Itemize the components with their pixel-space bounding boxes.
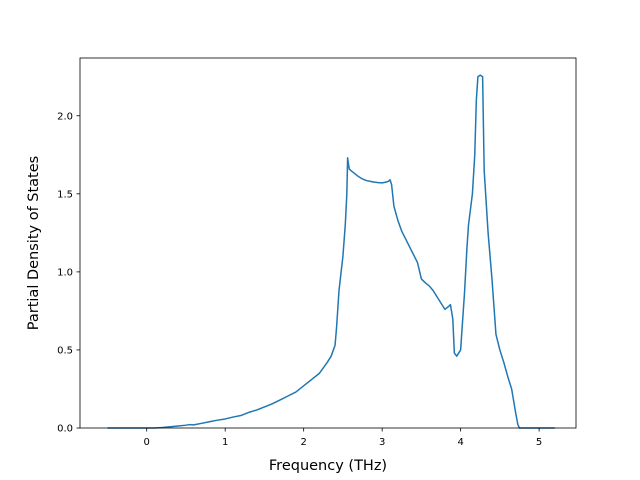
- y-tick-label: 1.5: [57, 189, 73, 200]
- x-tick-label: 4: [457, 437, 463, 448]
- x-tick-label: 2: [300, 437, 306, 448]
- x-axis-ticks: 0 1 2 3 4 5: [144, 428, 542, 448]
- y-tick-label: 2.0: [57, 111, 73, 122]
- y-axis-label: Partial Density of States: [26, 156, 42, 330]
- series-layer: [107, 74, 555, 429]
- x-tick-label: 3: [379, 437, 385, 448]
- plot-area: [80, 58, 576, 428]
- y-tick-label: 1.0: [57, 267, 73, 278]
- y-axis-ticks: 0.0 0.5 1.0 1.5 2.0: [57, 111, 80, 435]
- x-tick-label: 1: [222, 437, 228, 448]
- y-tick-label: 0.5: [57, 345, 73, 356]
- x-tick-label: 5: [536, 437, 542, 448]
- plot-frame: [79, 57, 577, 429]
- y-tick-label: 0.0: [57, 424, 73, 435]
- x-axis-label: Frequency (THz): [269, 458, 387, 474]
- x-tick-label: 0: [144, 437, 150, 448]
- series-line: [107, 74, 555, 429]
